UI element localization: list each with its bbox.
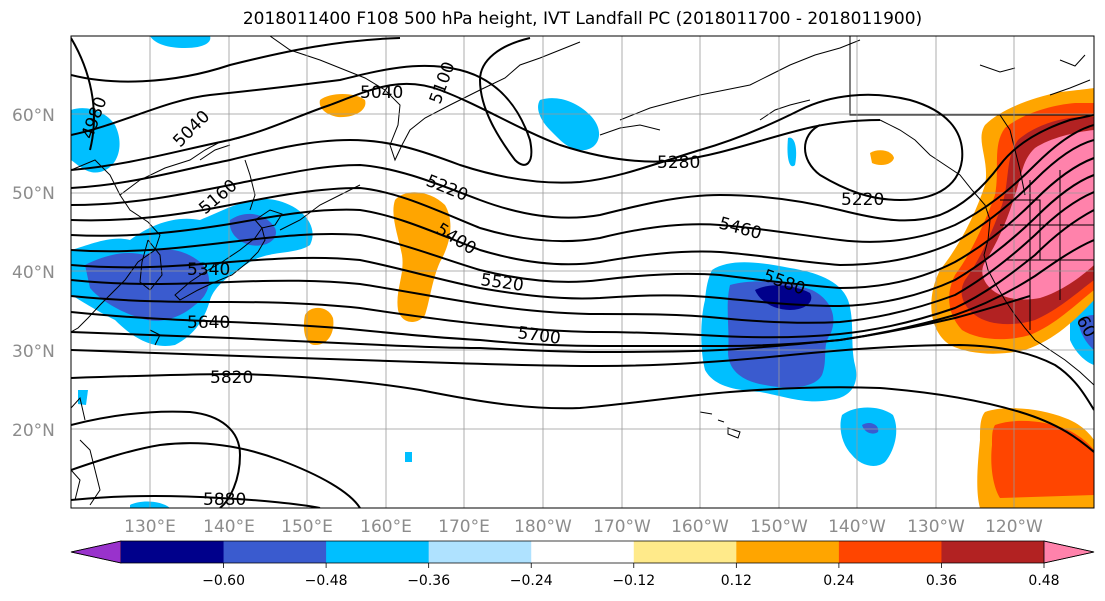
- colorbar-tick-label: 0.24: [823, 573, 854, 589]
- colorbar-tick-label: 0.12: [721, 573, 752, 589]
- height-contours: [71, 37, 1094, 508]
- colorbar-tick-label: −0.24: [510, 573, 553, 589]
- lon-label: 160°E: [360, 517, 412, 537]
- colorbar-segment: [428, 541, 532, 563]
- contour-label: 5280: [657, 153, 700, 173]
- lon-label: 170°E: [438, 517, 490, 537]
- colorbar-tick-label: 0.36: [926, 573, 957, 589]
- contour-label: 5640: [187, 313, 230, 333]
- colorbar-extend-low: [70, 540, 122, 564]
- lon-label: 180°W: [514, 517, 572, 537]
- graticule: [71, 36, 1094, 508]
- contour-label: 5820: [210, 368, 253, 388]
- colorbar-segment: [326, 541, 430, 563]
- lon-label: 140°W: [828, 517, 886, 537]
- ivt-negative-areas: [71, 36, 1094, 508]
- colorbar-tick-label: −0.60: [202, 573, 245, 589]
- colorbar-segment: [121, 541, 225, 563]
- colorbar-outline: [70, 540, 1095, 564]
- lon-label: 130°W: [907, 517, 965, 537]
- lon-label: 140°E: [203, 517, 255, 537]
- colorbar-segment: [736, 541, 840, 563]
- colorbar-extend-high: [1043, 540, 1095, 564]
- colorbar-segment: [223, 541, 327, 563]
- lat-label: 20°N: [12, 421, 55, 441]
- map-frame: [70, 35, 1095, 509]
- contour-label: 5040: [360, 83, 403, 103]
- lon-label: 130°E: [124, 517, 176, 537]
- colorbar-segment: [838, 541, 942, 563]
- lon-label: 150°E: [281, 517, 333, 537]
- colorbar-segment: [941, 541, 1045, 563]
- lat-label: 60°N: [12, 106, 55, 126]
- colorbar-tick-label: −0.36: [407, 573, 450, 589]
- contour-label: 5880: [203, 490, 246, 510]
- ivt-positive-areas: [303, 88, 1094, 508]
- colorbar: −0.60 −0.48 −0.36 −0.24 −0.12 0.12 0.24 0.36 0.4…: [70, 540, 1095, 589]
- latitude-labels: 60°N 50°N 40°N 30°N 20°N: [12, 106, 55, 441]
- contour-label: 5220: [841, 190, 884, 210]
- colorbar-tick-label: −0.48: [305, 573, 348, 589]
- lat-label: 50°N: [12, 184, 55, 204]
- lat-label: 30°N: [12, 342, 55, 362]
- lat-label: 40°N: [12, 263, 55, 283]
- lon-label: 150°W: [750, 517, 808, 537]
- colorbar-segment: [531, 541, 635, 563]
- colorbar-segment: [633, 541, 737, 563]
- longitude-labels: 130°E 140°E 150°E 160°E 170°E 180°W 170°…: [124, 517, 1043, 537]
- colorbar-tick-label: 0.48: [1028, 573, 1059, 589]
- lon-label: 160°W: [671, 517, 729, 537]
- map-title: 2018011400 F108 500 hPa height, IVT Land…: [242, 9, 923, 29]
- contour-label: 5340: [187, 260, 230, 280]
- lon-label: 170°W: [593, 517, 651, 537]
- lon-label: 120°W: [985, 517, 1043, 537]
- colorbar-tick-label: −0.12: [612, 573, 655, 589]
